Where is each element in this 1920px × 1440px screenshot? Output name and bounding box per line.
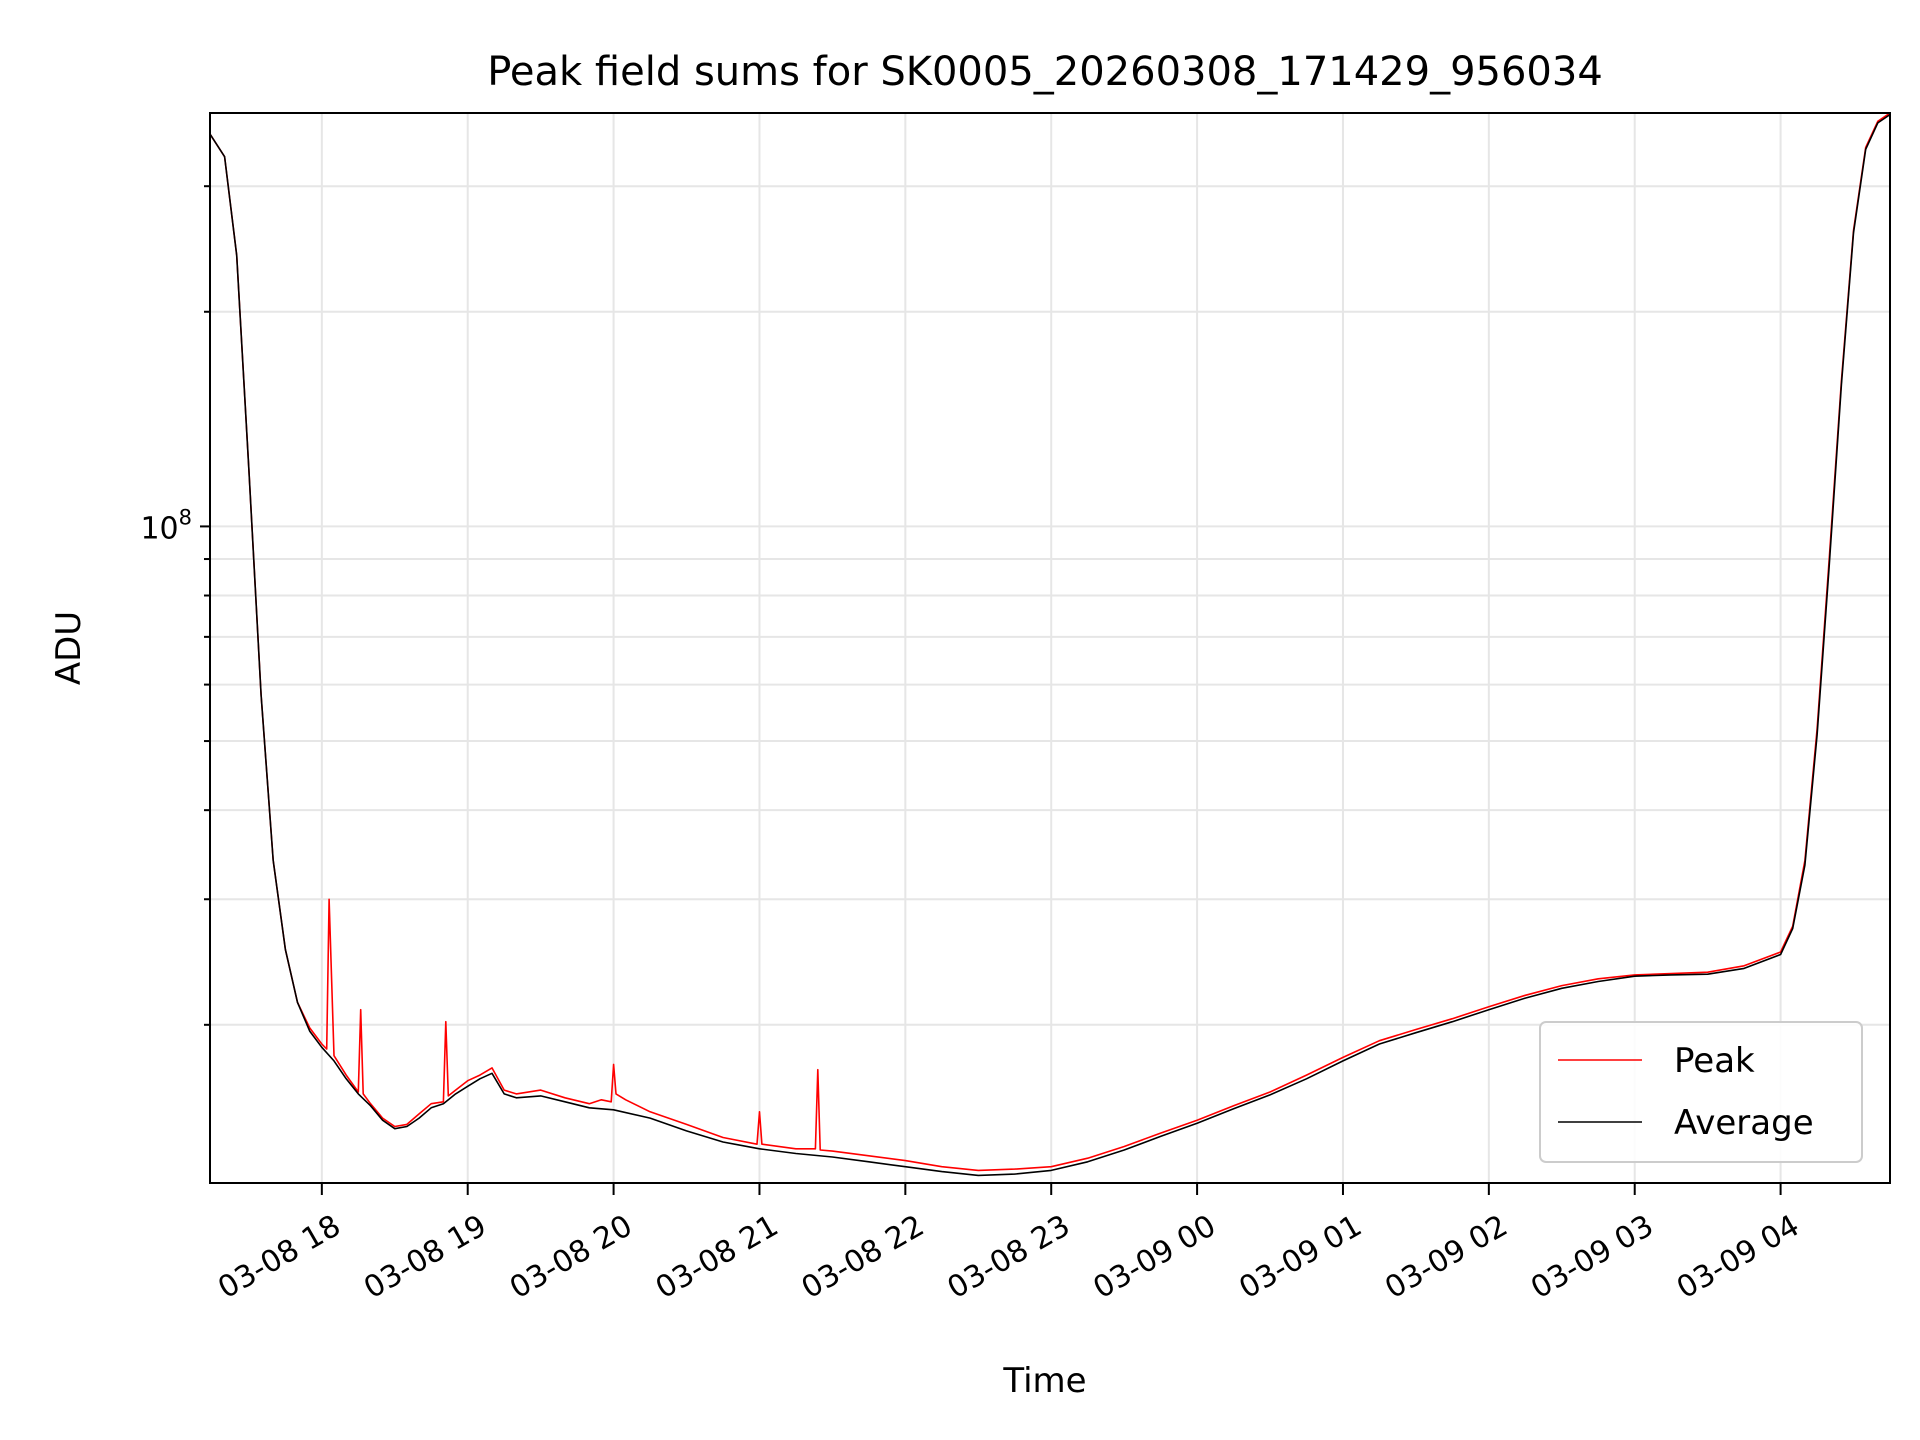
chart-title: Peak field sums for SK0005_20260308_1714… (487, 49, 1603, 95)
legend-box (1539, 1021, 1863, 1163)
x-axis-label: Time (1002, 1361, 1086, 1401)
y-axis-label: ADU (49, 611, 89, 685)
plot-frame (209, 112, 1891, 1184)
series-line-peak (209, 112, 1891, 1172)
legend-label-average: Average (1674, 1103, 1814, 1143)
series-layer (209, 112, 1891, 1177)
legend: Peak Average (1539, 1021, 1863, 1163)
grid (210, 113, 1890, 1183)
series-line-average (209, 113, 1891, 1177)
legend-label-peak: Peak (1674, 1041, 1755, 1081)
